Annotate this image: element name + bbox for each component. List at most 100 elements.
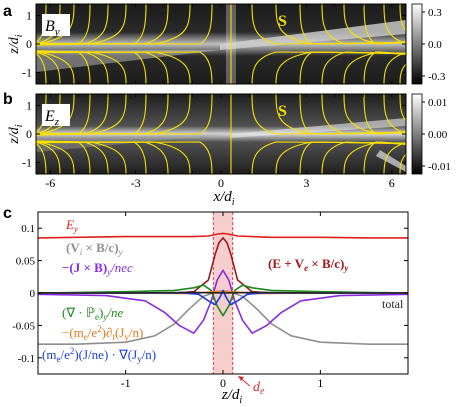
panel-b-s-marker: S — [278, 103, 287, 120]
field-line — [383, 142, 406, 174]
legend-total: total — [382, 297, 404, 311]
colorbar-tick-label: 0.00 — [428, 129, 448, 141]
panel-a-label: a — [3, 3, 12, 20]
panel-a-heatmap — [36, 4, 406, 84]
colorbar-tick-label: 0.01 — [428, 97, 447, 109]
panel-a-yticks: 1 0 -1 — [22, 4, 406, 84]
ytick-label: 0 — [30, 288, 36, 300]
panel-b-heatmap — [36, 94, 406, 174]
colorbar-tick-label: -0.01 — [428, 161, 451, 173]
colorbar-tick-label: 0.0 — [428, 39, 442, 51]
field-line — [321, 94, 406, 135]
ytick-label: 1 — [26, 98, 32, 112]
field-line — [251, 141, 406, 174]
ytick-label: -1 — [22, 66, 32, 80]
panel-b-xlabel: x/di — [212, 189, 234, 208]
field-line — [299, 51, 406, 84]
ytick-label: -0.05 — [12, 320, 35, 332]
ytick-label: -1 — [22, 156, 32, 170]
field-line — [399, 4, 406, 42]
field-line — [321, 141, 406, 174]
panel-c: c 0.1 0.05 0 -0.05 -0.1 -1 0 1 z/di de Ey (Vi … — [3, 205, 409, 406]
field-line — [363, 51, 406, 84]
ytick-label: 1 — [26, 8, 32, 22]
panel-b-xticks: -6 -3 0 3 6 — [45, 170, 395, 190]
field-line — [36, 50, 47, 84]
legend-divp: (∇ · ℙe)y/ne — [62, 305, 123, 322]
legend-jxb: −(J × B)y/nec — [62, 260, 133, 277]
panel-b-ylabel: z/di — [7, 124, 25, 144]
panel-c-label: c — [3, 205, 12, 222]
field-line — [299, 94, 406, 135]
field-line — [36, 51, 213, 84]
field-line — [383, 52, 406, 84]
legend-ey: Ey — [65, 217, 78, 234]
field-line — [36, 140, 47, 174]
field-line — [299, 4, 406, 45]
field-line — [399, 94, 406, 132]
field-line — [383, 4, 406, 44]
ytick-label: 0 — [26, 37, 32, 51]
xtick-label: -1 — [121, 376, 131, 390]
field-line — [399, 54, 406, 84]
panel-c-xticks: -1 0 1 — [121, 212, 323, 390]
panel-a-colorbar-ticks: 0.3 0.0 -0.3 — [422, 7, 446, 83]
field-line — [251, 51, 406, 84]
panel-a: a By S 1 0 -1 z/di 0.3 0.0 -0.3 — [3, 3, 446, 85]
series-line — [38, 289, 408, 306]
panel-b-label: b — [3, 91, 13, 108]
series-line — [38, 284, 408, 317]
ytick-label: -0.1 — [18, 353, 35, 365]
xtick-label: -3 — [131, 176, 141, 190]
ytick-label: 0 — [26, 127, 32, 141]
series-line — [38, 269, 408, 335]
field-line — [321, 51, 406, 84]
panel-b-colorbar-ticks: 0.01 0.00 -0.01 — [422, 97, 451, 173]
panel-c-series — [38, 232, 408, 346]
field-line — [36, 94, 213, 135]
panel-a-colorbar — [411, 3, 423, 85]
field-line — [299, 141, 406, 174]
series-line — [38, 291, 408, 294]
panel-a-field-label: By — [45, 18, 60, 38]
field-line — [36, 141, 213, 174]
series-line — [38, 232, 408, 239]
field-line — [251, 94, 406, 135]
panel-a-label-box — [42, 14, 70, 36]
field-line — [321, 4, 406, 45]
xtick-label: -6 — [45, 176, 55, 190]
xtick-label: 1 — [317, 376, 323, 390]
xtick-label: 3 — [303, 176, 309, 190]
xtick-label: 6 — [389, 176, 395, 190]
legend-vixb: (Vi × B/c)y — [66, 240, 123, 257]
xtick-label: 0 — [220, 376, 226, 390]
field-line — [363, 141, 406, 174]
colorbar-tick-label: -0.3 — [428, 71, 446, 83]
panel-a-s-marker: S — [278, 13, 287, 30]
legend-conv: (me/e2)(J/ne) · ∇(Jy/n) — [42, 346, 156, 364]
field-line — [363, 4, 406, 45]
panel-a-ylabel: z/di — [7, 34, 25, 54]
legend-ohm: (E + Ve × B/c)y — [268, 256, 349, 273]
field-line — [363, 94, 406, 135]
panel-b-colorbar — [411, 93, 423, 175]
ytick-label: 0.1 — [21, 223, 35, 235]
field-line — [399, 144, 406, 174]
panel-c-yticks: 0.1 0.05 0 -0.05 -0.1 — [12, 223, 408, 365]
panel-c-de-label: de — [253, 380, 265, 397]
panel-c-de-arrowhead — [238, 376, 244, 381]
panel-b-label-box — [42, 104, 70, 126]
xtick-label: 0 — [218, 176, 224, 190]
ytick-label: 0.05 — [16, 256, 36, 268]
panel-a-field-lines — [36, 4, 406, 84]
panel-b-field-lines — [36, 94, 406, 174]
legend-dt: −(me/e2)∂t(Jy/n) — [62, 324, 143, 342]
panel-b-field-label: Ez — [44, 108, 60, 128]
field-line — [36, 4, 213, 45]
panel-b: b Ez S 1 0 -1 -6 -3 0 3 6 z/di x/di 0.01 0.00 -0… — [3, 91, 451, 208]
field-line — [251, 4, 406, 45]
colorbar-tick-label: 0.3 — [428, 7, 442, 19]
field-line — [383, 94, 406, 134]
panel-c-xlabel: z/di — [221, 387, 243, 406]
